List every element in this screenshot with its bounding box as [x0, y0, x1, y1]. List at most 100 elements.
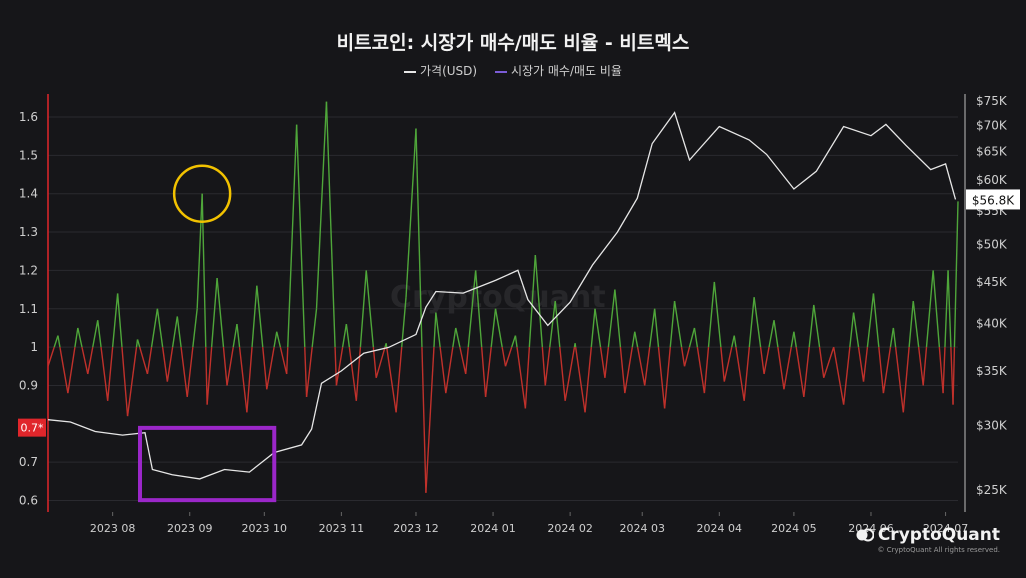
highlight-box	[137, 425, 277, 503]
x-tick-label: 2023 12	[393, 522, 439, 535]
x-tick-label: 2023 11	[319, 522, 365, 535]
ratio-segment	[544, 347, 551, 386]
ratio-segment	[205, 347, 208, 405]
ratio-segment	[266, 346, 275, 390]
price-line	[47, 111, 957, 480]
ratio-segment	[813, 304, 821, 348]
highlight-circle	[172, 164, 232, 223]
ratio-segment	[636, 346, 646, 386]
ratio-segment	[912, 301, 920, 348]
ratio-segment	[386, 347, 397, 413]
last-price-marker	[966, 189, 1020, 210]
ratio-segment	[511, 335, 517, 348]
ratio-segment	[768, 320, 775, 348]
ratio-segment	[116, 293, 123, 348]
left-tick-label: 1.1	[19, 302, 38, 316]
legend: 가격(USD) 시장가 매수/매도 비율	[0, 62, 1026, 79]
ratio-segment	[480, 347, 487, 398]
ratio-segment	[186, 347, 194, 398]
left-tick-label: 1.5	[19, 148, 38, 162]
ratio-segment	[81, 346, 89, 375]
ratio-segment	[501, 346, 507, 367]
ratio-segment	[180, 347, 188, 398]
ratio-segment	[554, 301, 561, 348]
x-tick-label: 2024 04	[697, 522, 743, 535]
cryptoquant-logo-icon	[856, 528, 874, 542]
ratio-segment	[405, 128, 417, 298]
right-tick-label: $35K	[976, 364, 1008, 378]
ratio-segment	[287, 124, 298, 348]
ratio-segment	[944, 270, 949, 348]
ratio-segment	[238, 347, 248, 413]
ratio-segment	[549, 301, 556, 348]
ratio-segment	[648, 308, 656, 348]
ratio-segment	[932, 270, 941, 348]
ratio-segment	[304, 347, 308, 397]
ratio-segment	[146, 346, 153, 375]
ratio-segment	[753, 297, 762, 348]
left-tick-label: 0.6	[19, 493, 38, 507]
ratio-segment	[246, 347, 253, 413]
ratio-segment	[57, 335, 61, 348]
ratio-segment	[703, 347, 710, 394]
ratio-segment	[902, 347, 910, 413]
ratio-segment	[720, 347, 725, 382]
ratio-segment	[315, 101, 328, 309]
ratio-segment	[818, 347, 825, 378]
brand-name: CryptoQuant	[877, 525, 1000, 545]
ratio-segment	[385, 343, 388, 348]
ratio-segment	[452, 327, 457, 348]
ratio-segment	[604, 347, 610, 378]
left-tick-label: 0.9	[19, 378, 38, 392]
ratio-segment	[823, 346, 835, 378]
x-tick-label: 2024 03	[619, 522, 665, 535]
ratio-segment	[723, 346, 733, 382]
ratio-segment	[908, 301, 914, 348]
ratio-segment	[156, 308, 164, 348]
ratio-segment	[614, 289, 622, 348]
ratio-segment	[355, 347, 362, 401]
ratio-segment	[925, 270, 934, 348]
ratio-segment	[832, 346, 845, 405]
ratio-segment	[276, 331, 282, 348]
ratio-segment	[790, 331, 795, 348]
ratio-segment	[773, 320, 779, 348]
legend-item-price[interactable]: 가격(USD)	[404, 62, 477, 79]
right-tick-label: $50K	[976, 238, 1008, 252]
right-tick-label: $40K	[976, 317, 1008, 331]
ratio-segment	[345, 324, 351, 348]
ratio-segment	[524, 347, 531, 409]
ratio-segment	[459, 346, 467, 375]
right-tick-label: $60K	[976, 173, 1008, 187]
ratio-segment	[53, 335, 59, 348]
ratio-segment	[494, 308, 503, 348]
ratio-segment	[777, 347, 785, 390]
ratio-segment	[795, 346, 805, 398]
left-tick-label: 1.3	[19, 225, 38, 239]
ratio-segment	[619, 347, 626, 394]
x-tick-label: 2023 09	[167, 522, 213, 535]
ratio-segment	[439, 347, 447, 394]
right-tick-label: $75K	[976, 94, 1008, 108]
right-tick-label: $45K	[976, 275, 1008, 289]
x-tick-label: 2024 05	[771, 522, 817, 535]
chart-title: 비트코인: 시장가 매수/매도 비율 - 비트멕스	[336, 32, 690, 54]
ratio-segment	[136, 339, 141, 348]
ratio-segment	[196, 193, 203, 309]
ratio-segment	[474, 270, 483, 348]
ratio-segment	[106, 347, 114, 401]
ratio-segment	[375, 346, 386, 378]
ratio-segment	[693, 327, 699, 348]
x-tick-label: 2024 02	[547, 522, 593, 535]
ratio-segment	[673, 300, 683, 348]
legend-item-ratio[interactable]: 시장가 매수/매도 비율	[494, 62, 622, 79]
ratio-segment	[67, 346, 76, 394]
ratio-segment	[216, 278, 225, 348]
ratio-segment	[889, 327, 895, 348]
ratio-segment	[425, 347, 435, 493]
ratio-segment	[206, 347, 213, 405]
left-tick-label: 0.7	[19, 455, 38, 469]
left-tick-label: 1.6	[19, 110, 38, 124]
ratio-segment	[161, 347, 169, 382]
